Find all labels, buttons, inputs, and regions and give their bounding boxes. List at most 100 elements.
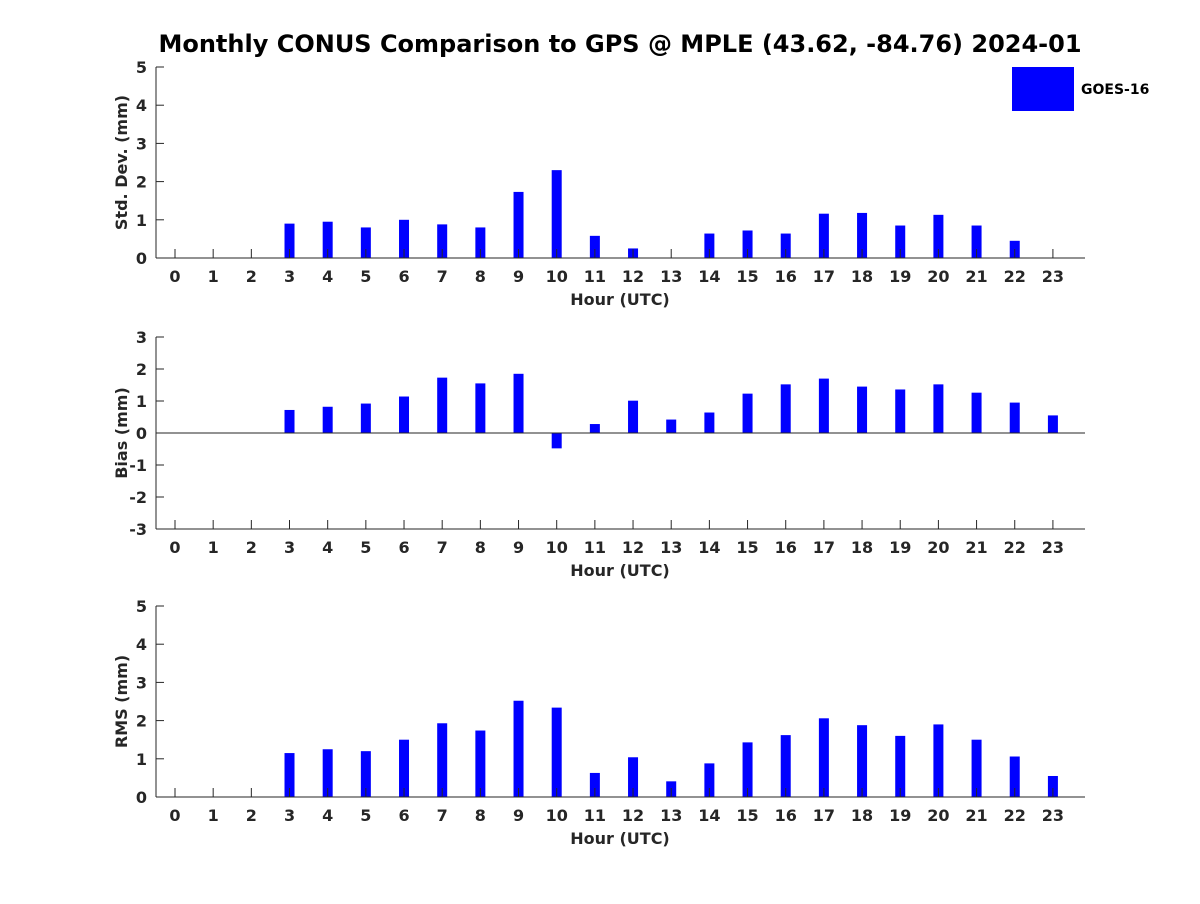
y-tick-label: 2 bbox=[136, 712, 147, 731]
x-tick-label: 4 bbox=[322, 267, 333, 286]
x-tick-label: 11 bbox=[584, 538, 606, 557]
bar bbox=[895, 735, 906, 797]
bar bbox=[971, 739, 982, 797]
x-tick-label: 19 bbox=[889, 538, 911, 557]
x-tick-label: 1 bbox=[208, 538, 219, 557]
bar bbox=[857, 386, 868, 433]
x-tick-label: 22 bbox=[1004, 267, 1026, 286]
x-tick-label: 0 bbox=[169, 538, 180, 557]
y-tick-label: 0 bbox=[136, 788, 147, 807]
x-tick-label: 14 bbox=[698, 538, 720, 557]
y-tick-label: 3 bbox=[136, 673, 147, 692]
x-tick-label: 3 bbox=[284, 806, 295, 825]
figure-title: Monthly CONUS Comparison to GPS @ MPLE (… bbox=[158, 30, 1082, 58]
x-tick-label: 21 bbox=[965, 267, 987, 286]
bar bbox=[360, 403, 371, 433]
x-tick-label: 18 bbox=[851, 806, 873, 825]
x-tick-label: 12 bbox=[622, 538, 644, 557]
x-tick-label: 3 bbox=[284, 538, 295, 557]
y-tick-label: 1 bbox=[136, 211, 147, 230]
x-tick-label: 18 bbox=[851, 267, 873, 286]
x-tick-label: 6 bbox=[398, 267, 409, 286]
x-tick-label: 21 bbox=[965, 806, 987, 825]
bar bbox=[322, 749, 333, 797]
x-tick-label: 19 bbox=[889, 806, 911, 825]
x-tick-label: 12 bbox=[622, 267, 644, 286]
x-tick-label: 15 bbox=[736, 806, 758, 825]
x-tick-label: 20 bbox=[927, 806, 949, 825]
bar bbox=[360, 751, 371, 797]
x-tick-label: 23 bbox=[1042, 267, 1064, 286]
y-tick-label: -3 bbox=[129, 520, 147, 539]
x-tick-label: 10 bbox=[546, 538, 568, 557]
bar bbox=[895, 225, 906, 258]
x-tick-label: 5 bbox=[360, 267, 371, 286]
y-tick-label: 5 bbox=[136, 58, 147, 77]
x-tick-label: 4 bbox=[322, 538, 333, 557]
y-tick-label: 0 bbox=[136, 424, 147, 443]
y-tick-label: 2 bbox=[136, 360, 147, 379]
bar bbox=[284, 223, 295, 258]
bar bbox=[284, 753, 295, 797]
y-tick-label: 1 bbox=[136, 750, 147, 769]
bar bbox=[971, 392, 982, 433]
x-tick-label: 8 bbox=[475, 267, 486, 286]
bar bbox=[742, 230, 753, 258]
bar bbox=[933, 214, 944, 258]
y-tick-label: 4 bbox=[136, 96, 147, 115]
bar bbox=[742, 742, 753, 797]
y-tick-label: 3 bbox=[136, 134, 147, 153]
x-tick-label: 15 bbox=[736, 538, 758, 557]
bar bbox=[1047, 415, 1058, 433]
x-tick-label: 11 bbox=[584, 806, 606, 825]
legend-swatch bbox=[1012, 67, 1074, 111]
x-tick-label: 19 bbox=[889, 267, 911, 286]
bar bbox=[742, 393, 753, 433]
x-tick-label: 9 bbox=[513, 806, 524, 825]
y-tick-label: 0 bbox=[136, 249, 147, 268]
y-tick-label: 4 bbox=[136, 635, 147, 654]
x-tick-label: 16 bbox=[775, 538, 797, 557]
x-tick-label: 10 bbox=[546, 267, 568, 286]
x-tick-label: 1 bbox=[208, 806, 219, 825]
x-tick-label: 10 bbox=[546, 806, 568, 825]
bar bbox=[475, 730, 486, 797]
bar bbox=[589, 424, 600, 433]
x-tick-label: 4 bbox=[322, 806, 333, 825]
x-tick-label: 6 bbox=[398, 806, 409, 825]
x-tick-label: 9 bbox=[513, 267, 524, 286]
x-tick-label: 22 bbox=[1004, 538, 1026, 557]
x-tick-label: 5 bbox=[360, 806, 371, 825]
x-tick-label: 8 bbox=[475, 806, 486, 825]
bar bbox=[780, 735, 791, 797]
x-tick-label: 23 bbox=[1042, 538, 1064, 557]
bar bbox=[399, 396, 410, 433]
x-axis-label: Hour (UTC) bbox=[570, 829, 670, 848]
bar bbox=[513, 191, 524, 258]
x-tick-label: 18 bbox=[851, 538, 873, 557]
y-axis-label: Bias (mm) bbox=[112, 387, 131, 479]
bar bbox=[628, 400, 639, 433]
x-tick-label: 22 bbox=[1004, 806, 1026, 825]
bar bbox=[437, 224, 448, 258]
bar bbox=[933, 384, 944, 433]
x-tick-label: 7 bbox=[437, 267, 448, 286]
bar bbox=[513, 700, 524, 797]
x-tick-label: 1 bbox=[208, 267, 219, 286]
x-tick-label: 17 bbox=[813, 267, 835, 286]
x-tick-label: 2 bbox=[246, 267, 257, 286]
bar bbox=[360, 227, 371, 258]
x-tick-label: 16 bbox=[775, 806, 797, 825]
x-tick-label: 2 bbox=[246, 538, 257, 557]
bar bbox=[704, 412, 715, 433]
x-tick-label: 5 bbox=[360, 538, 371, 557]
x-tick-label: 20 bbox=[927, 538, 949, 557]
bar bbox=[857, 212, 868, 258]
bar bbox=[399, 219, 410, 258]
bar bbox=[513, 373, 524, 433]
x-tick-label: 20 bbox=[927, 267, 949, 286]
x-tick-label: 8 bbox=[475, 538, 486, 557]
x-tick-label: 7 bbox=[437, 806, 448, 825]
